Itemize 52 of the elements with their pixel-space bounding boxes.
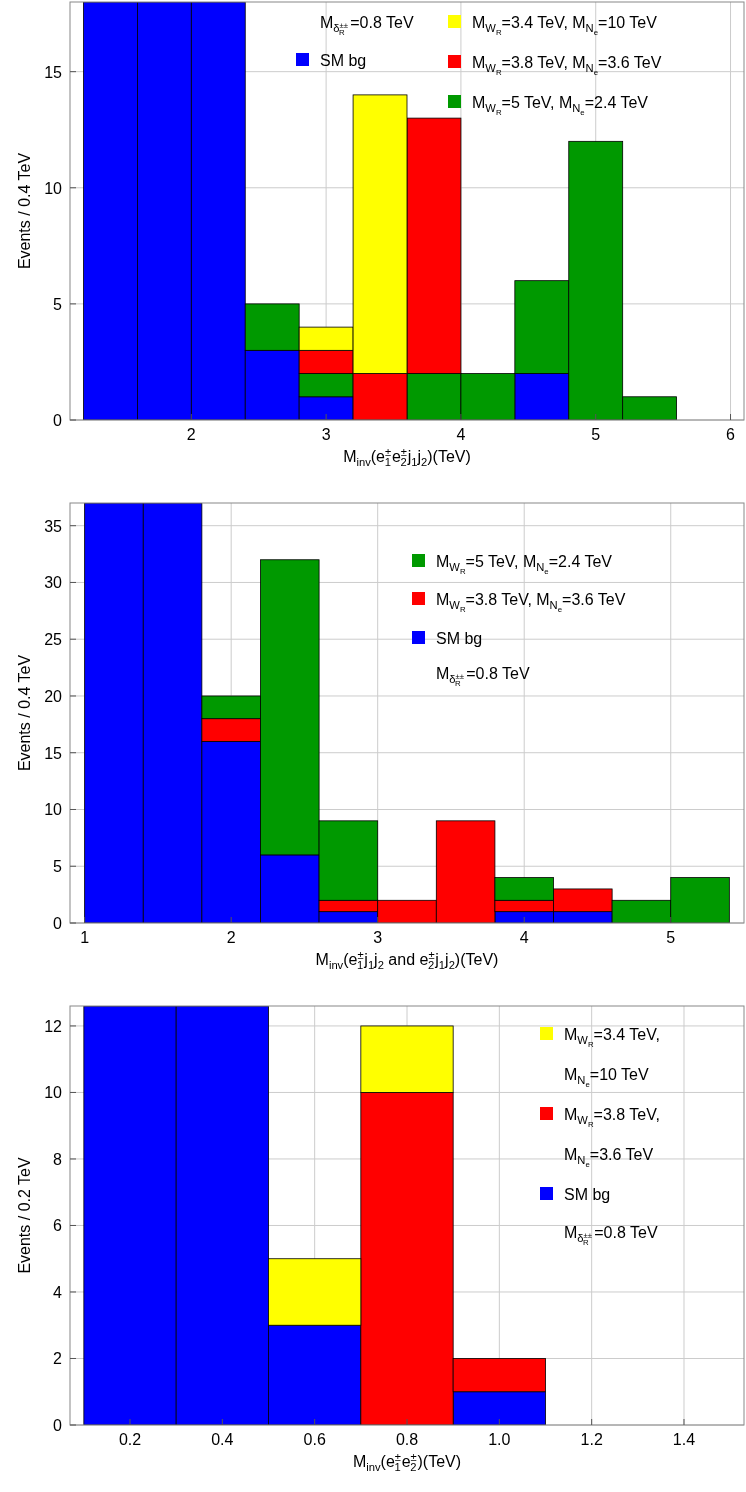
y-axis-title: Events / 0.4 TeV bbox=[16, 654, 33, 772]
legend-label: M$_{W}$$_{R}$=3.8 TeV, M$_{N}$$_{e}$=3.6 TeV bbox=[472, 54, 662, 78]
x-tick-label: 1.0 bbox=[488, 1431, 511, 1448]
y-tick-label: 6 bbox=[53, 1217, 63, 1235]
legend-label: M$_{W}$$_{R}$=3.8 TeV, M$_{N}$$_{e}$=3.6 TeV bbox=[436, 591, 626, 615]
x-tick-label: 3 bbox=[321, 426, 331, 443]
x-tick-label: 0.2 bbox=[118, 1431, 142, 1448]
x-tick-label: 0.6 bbox=[303, 1431, 326, 1448]
y-tick-label: 30 bbox=[44, 574, 63, 592]
y-tick-label: 2 bbox=[53, 1350, 63, 1368]
x-tick-label: 4 bbox=[456, 426, 466, 443]
x-tick-label: 2 bbox=[226, 929, 236, 946]
x-tick-label: 1.4 bbox=[672, 1431, 696, 1448]
x-tick-label: 1.2 bbox=[580, 1431, 603, 1448]
y-tick-label: 10 bbox=[44, 1084, 63, 1102]
text: M$_{inv}$(e$^{±}$$_{1}$j$_{1}$j$_{2}$ and e$^{±}$$_{2}$j$_{1}$j$_{2}$)(TeV) bbox=[315, 948, 499, 972]
text: M$_{W}$$_{R}$=3.8 TeV, M$_{N}$$_{e}$=3.6 TeV bbox=[564, 1106, 660, 1170]
x-tick-label: 5 bbox=[591, 426, 601, 443]
legend-label: SM bg bbox=[436, 630, 483, 647]
y-tick-label: 15 bbox=[44, 744, 63, 762]
legend-label: M$_{W}$$_{R}$=3.4 TeV, M$_{N}$$_{e}$=10 TeV bbox=[472, 14, 658, 38]
y-axis-title: Events / 0.4 TeV bbox=[16, 152, 33, 270]
y-tick-label: 8 bbox=[53, 1150, 63, 1168]
y-tick-label: 5 bbox=[53, 858, 63, 876]
text: M$_{inv}$(e$^{±}$$_{1}$e$^{±}$$_{2}$j$_{1}$j$_{2}$)(TeV) bbox=[343, 445, 471, 469]
text: M$_{W}$$_{R}$=3.4 TeV, M$_{N}$$_{e}$=10 TeV bbox=[564, 1026, 660, 1090]
text: M$_{inv}$(e$^{±}$$_{1}$e$^{±}$$_{2}$)(TeV) bbox=[352, 1450, 462, 1474]
y-tick-label: 0 bbox=[53, 412, 63, 429]
x-tick-label: 3 bbox=[373, 929, 383, 946]
y-tick-label: 35 bbox=[44, 517, 63, 535]
x-tick-label: 4 bbox=[519, 929, 529, 946]
y-tick-label: 20 bbox=[44, 687, 63, 705]
y-tick-label: 4 bbox=[53, 1283, 63, 1301]
x-tick-label: 6 bbox=[726, 426, 736, 443]
y-axis-title: Events / 0.2 TeV bbox=[16, 1157, 33, 1274]
legend-label: M$_{W}$$_{R}$=5 TeV, M$_{N}$$_{e}$=2.4 TeV bbox=[436, 553, 613, 577]
y-tick-label: 15 bbox=[44, 63, 63, 81]
legend-label: SM bg bbox=[320, 52, 367, 69]
y-tick-label: 12 bbox=[44, 1017, 63, 1035]
y-tick-label: 25 bbox=[44, 631, 63, 649]
y-tick-label: 5 bbox=[53, 295, 63, 313]
x-tick-label: 2 bbox=[186, 426, 196, 443]
y-tick-label: 10 bbox=[44, 801, 63, 819]
x-tick-label: 5 bbox=[666, 929, 676, 946]
legend-label: SM bg bbox=[564, 1186, 611, 1203]
y-tick-label: 10 bbox=[44, 179, 63, 197]
x-tick-label: 0.4 bbox=[211, 1431, 234, 1448]
legend-label: M$_{W}$$_{R}$=5 TeV, M$_{N}$$_{e}$=2.4 TeV bbox=[472, 94, 649, 118]
y-tick-label: 0 bbox=[53, 1417, 63, 1434]
x-tick-label: 0.8 bbox=[395, 1431, 419, 1448]
x-tick-label: 1 bbox=[80, 929, 90, 946]
y-tick-label: 0 bbox=[53, 915, 63, 932]
